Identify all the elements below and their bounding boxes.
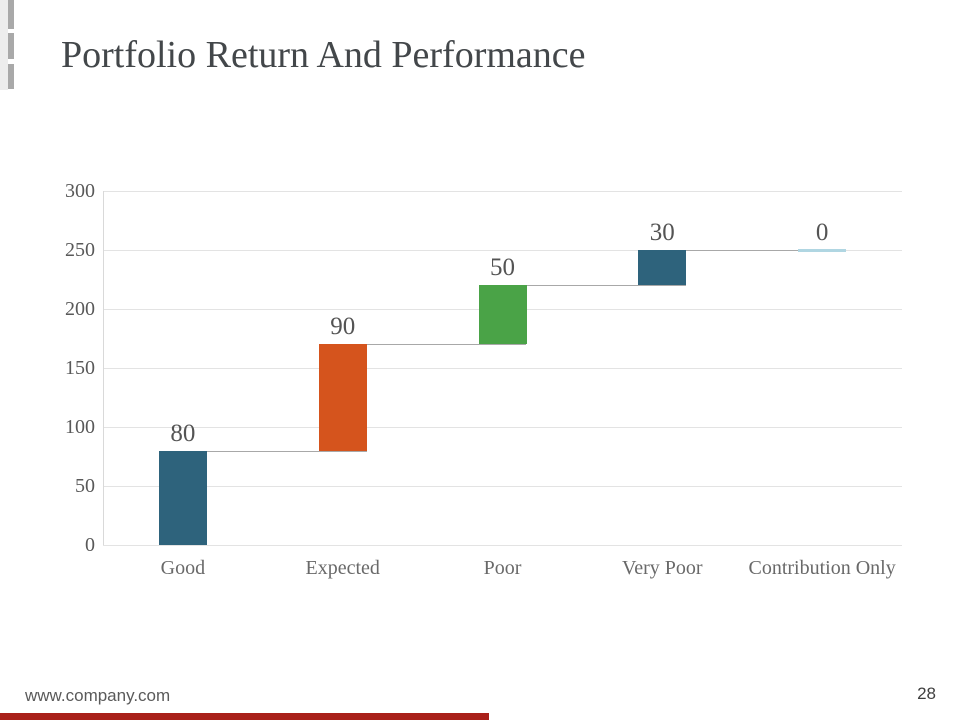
- gridline-300: [103, 191, 902, 192]
- waterfall-connector: [366, 344, 527, 346]
- y-axis-line: [103, 191, 104, 545]
- bar-very-poor: [638, 250, 687, 286]
- y-axis-tick-label: 200: [65, 298, 95, 320]
- data-label-good: 80: [170, 419, 196, 447]
- waterfall-connector: [206, 450, 367, 452]
- left-indicator-segment: [8, 0, 14, 29]
- data-label-contribution-only: 0: [815, 219, 829, 246]
- gridline-150: [103, 368, 902, 369]
- gridline-50: [103, 486, 902, 487]
- bar-good: [158, 450, 207, 545]
- data-label-poor: 50: [490, 254, 515, 282]
- data-label-expected: 90: [330, 313, 356, 341]
- left-margin-strip: [0, 0, 8, 90]
- data-label-very-poor: 30: [649, 219, 675, 246]
- y-axis-tick-label: 250: [65, 239, 95, 261]
- gridline-100: [103, 427, 902, 428]
- category-label-good: Good: [160, 557, 206, 579]
- left-indicator-segment: [8, 64, 14, 89]
- y-axis-tick-label: 300: [65, 180, 95, 202]
- waterfall-connector: [686, 250, 847, 251]
- page-title: Portfolio Return And Performance: [61, 34, 586, 77]
- bar-contribution-only: [798, 248, 847, 252]
- y-axis-tick-label: 150: [65, 357, 95, 379]
- y-axis-tick-label: 100: [65, 416, 95, 438]
- category-label-very-poor: Very Poor: [622, 557, 703, 579]
- y-axis-tick-label: 50: [75, 475, 95, 497]
- category-label-expected: Expected: [305, 557, 380, 579]
- bar-expected: [318, 344, 367, 451]
- y-axis-tick-label: 0: [85, 534, 95, 556]
- category-label-poor: Poor: [483, 557, 522, 579]
- footer-website: www.company.com: [25, 686, 171, 705]
- bottom-accent-bar: [0, 713, 489, 720]
- bar-poor: [478, 285, 527, 345]
- category-label-contribution-only: Contribution Only: [748, 557, 896, 579]
- waterfall-connector: [526, 285, 687, 287]
- left-indicator-segment: [8, 33, 14, 59]
- gridline-250: [103, 250, 902, 251]
- page-number: 28: [917, 684, 936, 703]
- gridline-0: [103, 545, 902, 546]
